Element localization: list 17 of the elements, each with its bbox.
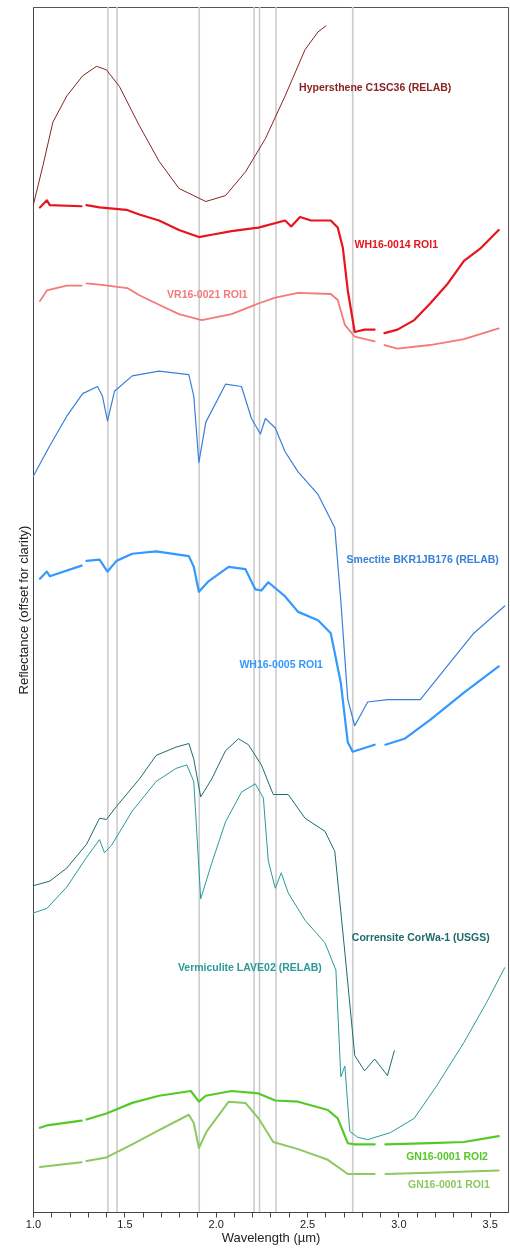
x-tick-label: 2.5 <box>299 1217 316 1230</box>
x-tick-label: 2.0 <box>208 1217 224 1230</box>
series-label: Hypersthene C1SC36 (RELAB) <box>299 80 452 93</box>
y-axis-title: Reflectance (offset for clarity) <box>15 525 31 695</box>
x-axis-title: Wavelength (µm) <box>221 1229 321 1245</box>
x-tick-label: 1.0 <box>25 1217 42 1230</box>
series-label: GN16-0001 ROI2 <box>406 1150 489 1163</box>
x-tick-label: 3.0 <box>391 1217 407 1230</box>
series-label: WH16-0014 ROI1 <box>354 238 439 251</box>
series-label: Smectite BKR1JB176 (RELAB) <box>346 552 499 565</box>
x-tick-label: 1.5 <box>117 1217 133 1230</box>
series-label: VR16-0021 ROI1 <box>167 288 248 301</box>
series-label: WH16-0005 ROI1 <box>239 658 324 671</box>
x-tick-label: 3.5 <box>482 1217 498 1230</box>
series-label: Corrensite CorWa-1 (USGS) <box>351 931 490 944</box>
series-label: GN16-0001 ROI1 <box>408 1177 490 1190</box>
series-label: Vermiculite LAVE02 (RELAB) <box>177 960 322 973</box>
